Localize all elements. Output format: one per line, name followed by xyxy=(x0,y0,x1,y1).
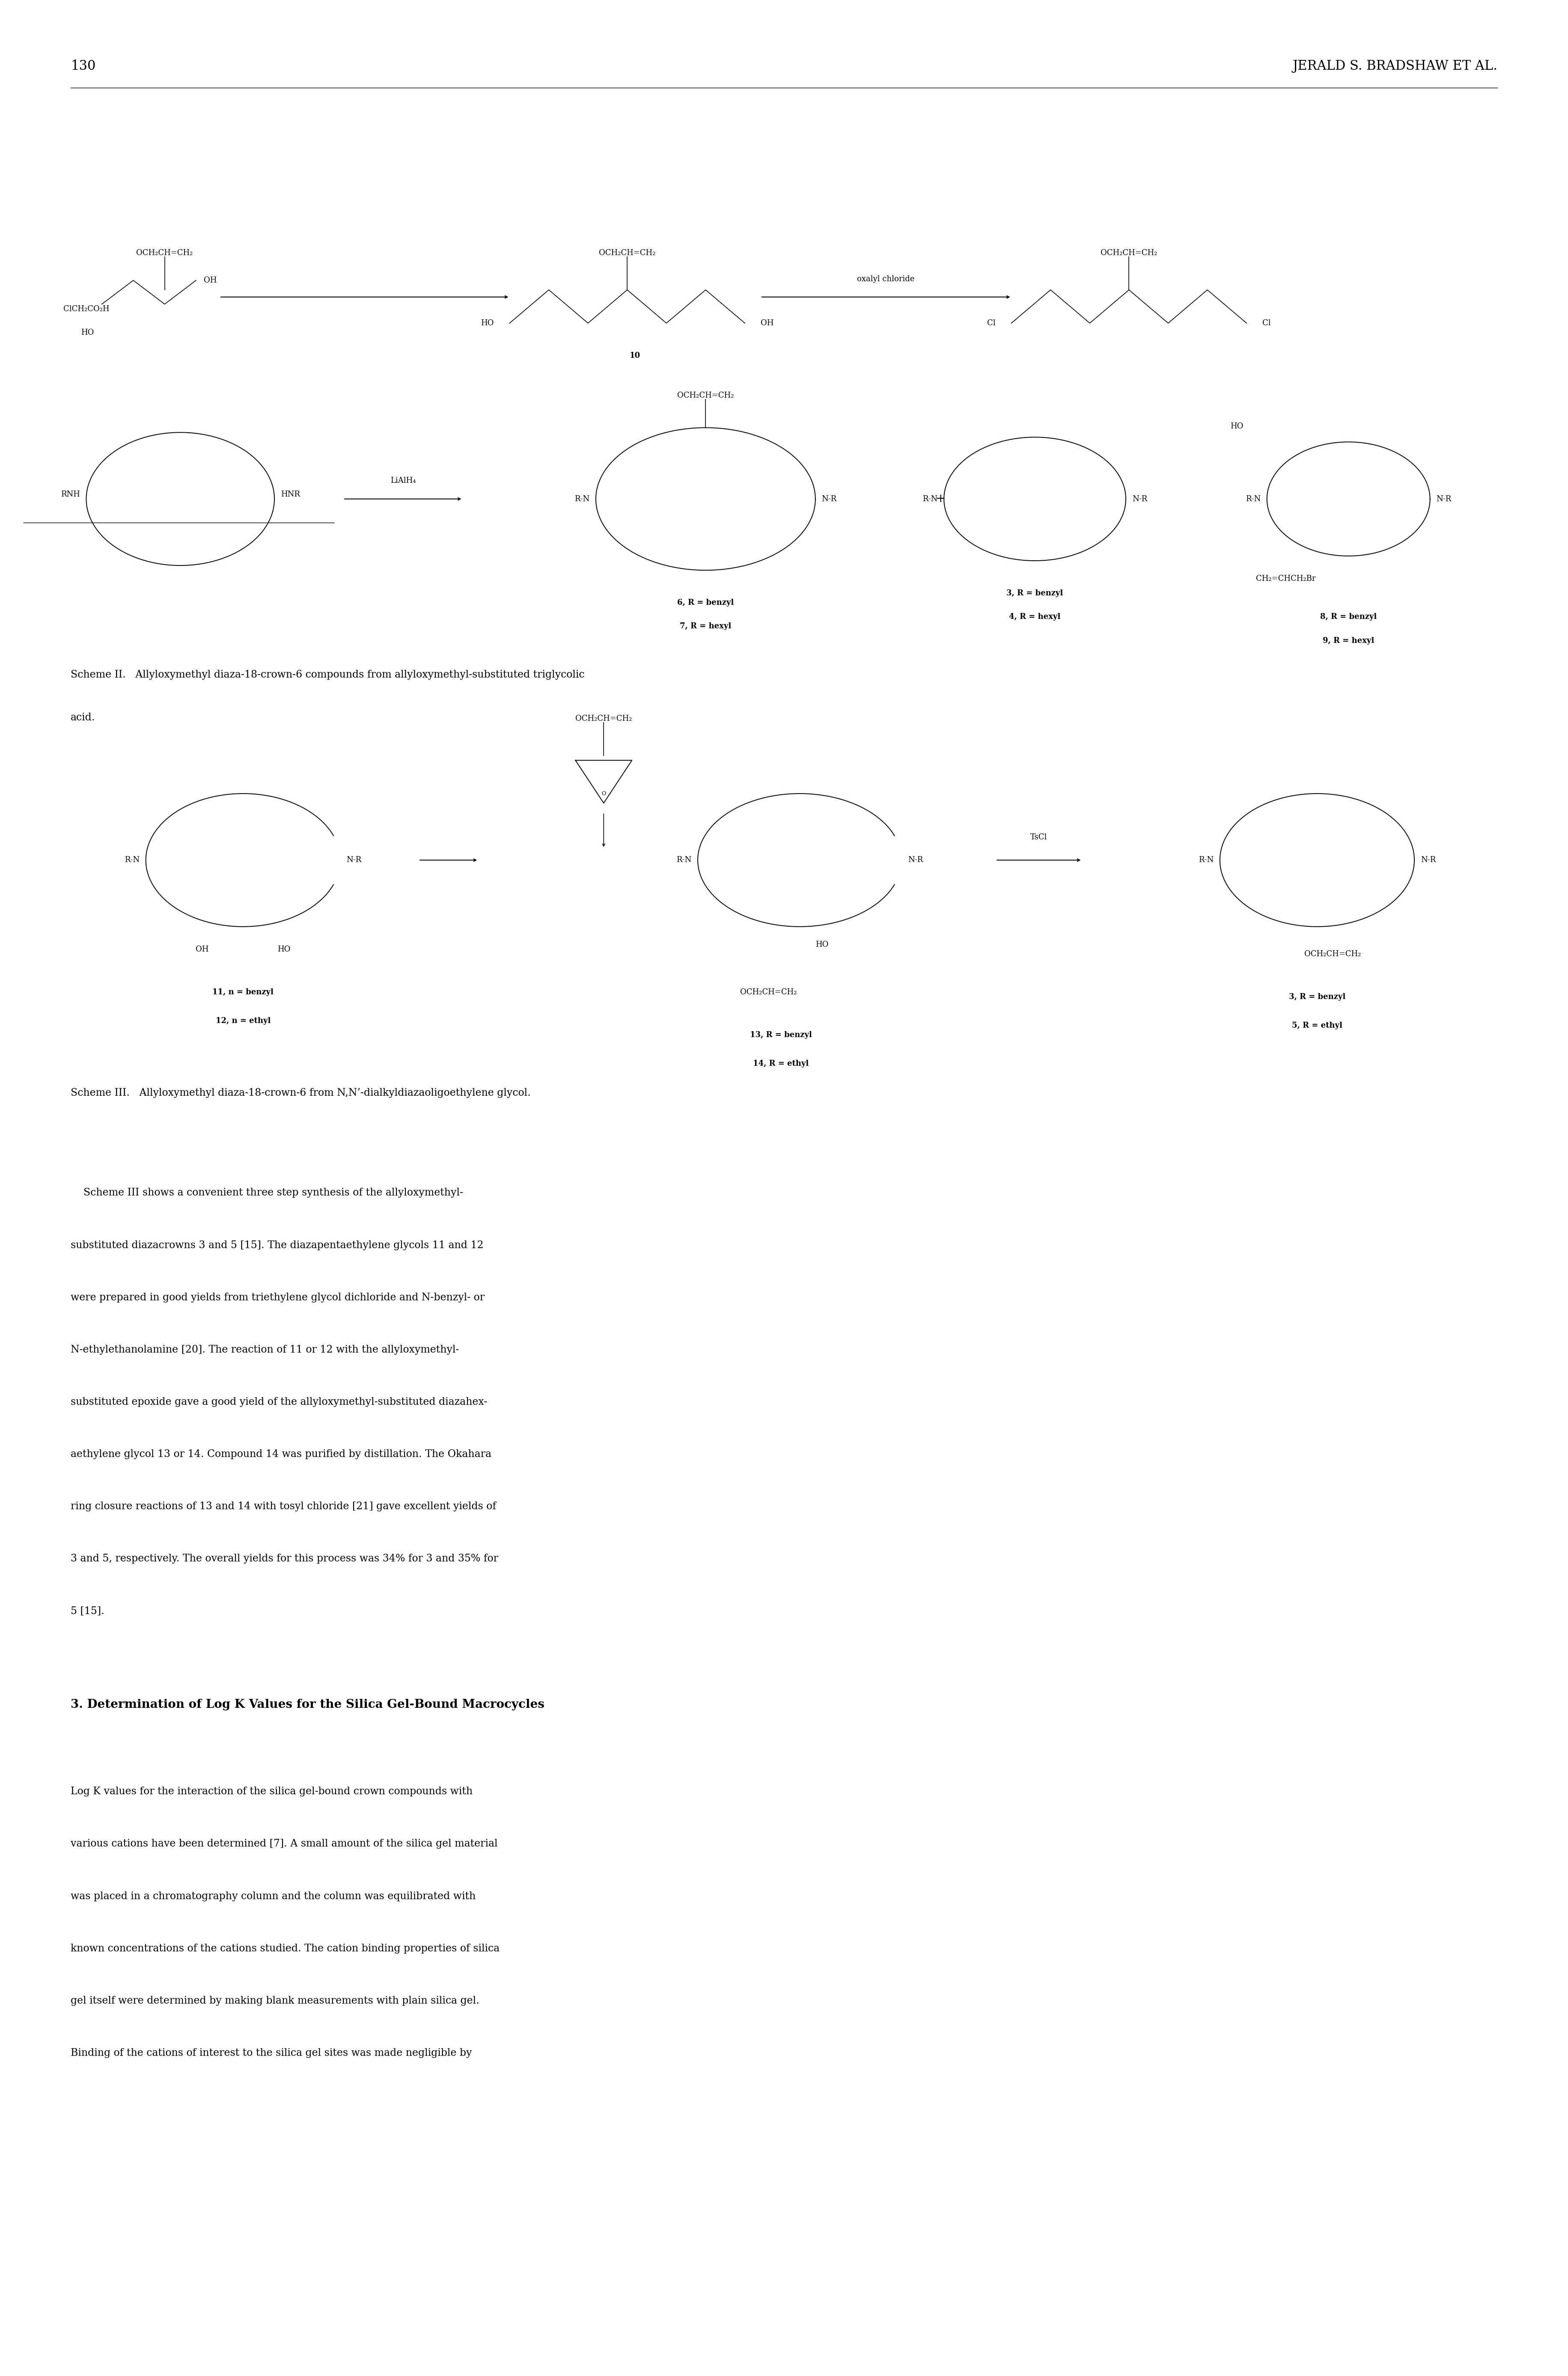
Text: 12, n = ethyl: 12, n = ethyl xyxy=(215,1017,271,1024)
Text: 7, R = hexyl: 7, R = hexyl xyxy=(681,623,731,630)
Text: +: + xyxy=(936,494,946,504)
Text: 6, R = benzyl: 6, R = benzyl xyxy=(677,599,734,606)
Text: OH: OH xyxy=(204,276,216,285)
Text: Scheme II.   Allyloxymethyl diaza-18-crown-6 compounds from allyloxymethyl-subst: Scheme II. Allyloxymethyl diaza-18-crown… xyxy=(71,670,585,680)
Text: Cl: Cl xyxy=(988,318,996,328)
Text: 10: 10 xyxy=(630,352,640,359)
Text: substituted epoxide gave a good yield of the allyloxymethyl-substituted diazahex: substituted epoxide gave a good yield of… xyxy=(71,1397,488,1407)
Text: R-N: R-N xyxy=(124,855,140,865)
Text: HO: HO xyxy=(481,318,494,328)
Text: RNH: RNH xyxy=(61,489,80,499)
Text: N-R: N-R xyxy=(908,855,924,865)
Text: known concentrations of the cations studied. The cation binding properties of si: known concentrations of the cations stud… xyxy=(71,1944,500,1953)
Text: 9, R = hexyl: 9, R = hexyl xyxy=(1323,637,1374,644)
Text: JERALD S. BRADSHAW ET AL.: JERALD S. BRADSHAW ET AL. xyxy=(1292,59,1497,74)
Text: acid.: acid. xyxy=(71,713,96,722)
Text: R-N: R-N xyxy=(922,494,938,504)
Text: ring closure reactions of 13 and 14 with tosyl chloride [21] gave excellent yiel: ring closure reactions of 13 and 14 with… xyxy=(71,1502,495,1511)
Text: 14, R = ethyl: 14, R = ethyl xyxy=(753,1060,809,1067)
Text: R-N: R-N xyxy=(1245,494,1261,504)
Text: 8, R = benzyl: 8, R = benzyl xyxy=(1320,613,1377,620)
Text: 3, R = benzyl: 3, R = benzyl xyxy=(1289,993,1345,1000)
Text: N-R: N-R xyxy=(1132,494,1148,504)
Text: was placed in a chromatography column and the column was equilibrated with: was placed in a chromatography column an… xyxy=(71,1891,475,1901)
Text: HO: HO xyxy=(815,941,828,948)
Text: LiAlH₄: LiAlH₄ xyxy=(390,478,416,485)
Text: Binding of the cations of interest to the silica gel sites was made negligible b: Binding of the cations of interest to th… xyxy=(71,2048,472,2058)
Text: OCH₂CH=CH₂: OCH₂CH=CH₂ xyxy=(1101,249,1157,257)
Text: HO: HO xyxy=(1231,423,1243,430)
Text: 3 and 5, respectively. The overall yields for this process was 34% for 3 and 35%: 3 and 5, respectively. The overall yield… xyxy=(71,1554,499,1563)
Text: CH₂=CHCH₂Br: CH₂=CHCH₂Br xyxy=(1256,575,1316,582)
Text: OCH₂CH=CH₂: OCH₂CH=CH₂ xyxy=(1305,950,1361,958)
Text: 3, R = benzyl: 3, R = benzyl xyxy=(1007,589,1063,596)
Text: TsCl: TsCl xyxy=(1030,834,1047,841)
Text: N-R: N-R xyxy=(1436,494,1452,504)
Text: Scheme III.   Allyloxymethyl diaza-18-crown-6 from N,N’-dialkyldiazaoligoethylen: Scheme III. Allyloxymethyl diaza-18-crow… xyxy=(71,1088,530,1098)
Text: Log K values for the interaction of the silica gel-bound crown compounds with: Log K values for the interaction of the … xyxy=(71,1787,472,1796)
Text: 13, R = benzyl: 13, R = benzyl xyxy=(750,1031,812,1038)
Text: HO: HO xyxy=(278,946,290,953)
Text: 4, R = hexyl: 4, R = hexyl xyxy=(1010,613,1060,620)
Text: HO: HO xyxy=(82,328,94,337)
Text: 5, R = ethyl: 5, R = ethyl xyxy=(1292,1022,1342,1029)
Text: gel itself were determined by making blank measurements with plain silica gel.: gel itself were determined by making bla… xyxy=(71,1996,480,2005)
Text: R-N: R-N xyxy=(574,494,590,504)
Text: ClCH₂CO₂H: ClCH₂CO₂H xyxy=(63,304,110,314)
Text: aethylene glycol 13 or 14. Compound 14 was purified by distillation. The Okahara: aethylene glycol 13 or 14. Compound 14 w… xyxy=(71,1449,491,1459)
Text: HNR: HNR xyxy=(281,489,299,499)
Text: OCH₂CH=CH₂: OCH₂CH=CH₂ xyxy=(677,392,734,399)
Text: N-R: N-R xyxy=(822,494,837,504)
Text: 11, n = benzyl: 11, n = benzyl xyxy=(212,988,274,996)
Text: O: O xyxy=(602,791,605,796)
Text: substituted diazacrowns 3 and 5 [15]. The diazapentaethylene glycols 11 and 12: substituted diazacrowns 3 and 5 [15]. Th… xyxy=(71,1240,483,1250)
Text: N-ethylethanolamine [20]. The reaction of 11 or 12 with the allyloxymethyl-: N-ethylethanolamine [20]. The reaction o… xyxy=(71,1345,459,1354)
Text: OCH₂CH=CH₂: OCH₂CH=CH₂ xyxy=(599,249,655,257)
Text: N-R: N-R xyxy=(1421,855,1436,865)
Text: Scheme III shows a convenient three step synthesis of the allyloxymethyl-: Scheme III shows a convenient three step… xyxy=(71,1188,463,1198)
Text: Cl: Cl xyxy=(1262,318,1270,328)
Text: OH: OH xyxy=(196,946,209,953)
Text: OCH₂CH=CH₂: OCH₂CH=CH₂ xyxy=(740,988,797,996)
Text: were prepared in good yields from triethylene glycol dichloride and N-benzyl- or: were prepared in good yields from trieth… xyxy=(71,1293,485,1302)
Text: OH: OH xyxy=(760,318,773,328)
Text: oxalyl chloride: oxalyl chloride xyxy=(858,276,914,283)
Text: N-R: N-R xyxy=(347,855,362,865)
Text: 3. Determination of Log K Values for the Silica Gel-Bound Macrocycles: 3. Determination of Log K Values for the… xyxy=(71,1699,544,1711)
Text: OCH₂CH=CH₂: OCH₂CH=CH₂ xyxy=(136,249,193,257)
Text: R-N: R-N xyxy=(676,855,691,865)
Text: various cations have been determined [7]. A small amount of the silica gel mater: various cations have been determined [7]… xyxy=(71,1839,497,1849)
Text: R-N: R-N xyxy=(1198,855,1214,865)
Text: 130: 130 xyxy=(71,59,96,74)
Text: OCH₂CH=CH₂: OCH₂CH=CH₂ xyxy=(575,715,632,722)
Text: 5 [15].: 5 [15]. xyxy=(71,1606,103,1616)
